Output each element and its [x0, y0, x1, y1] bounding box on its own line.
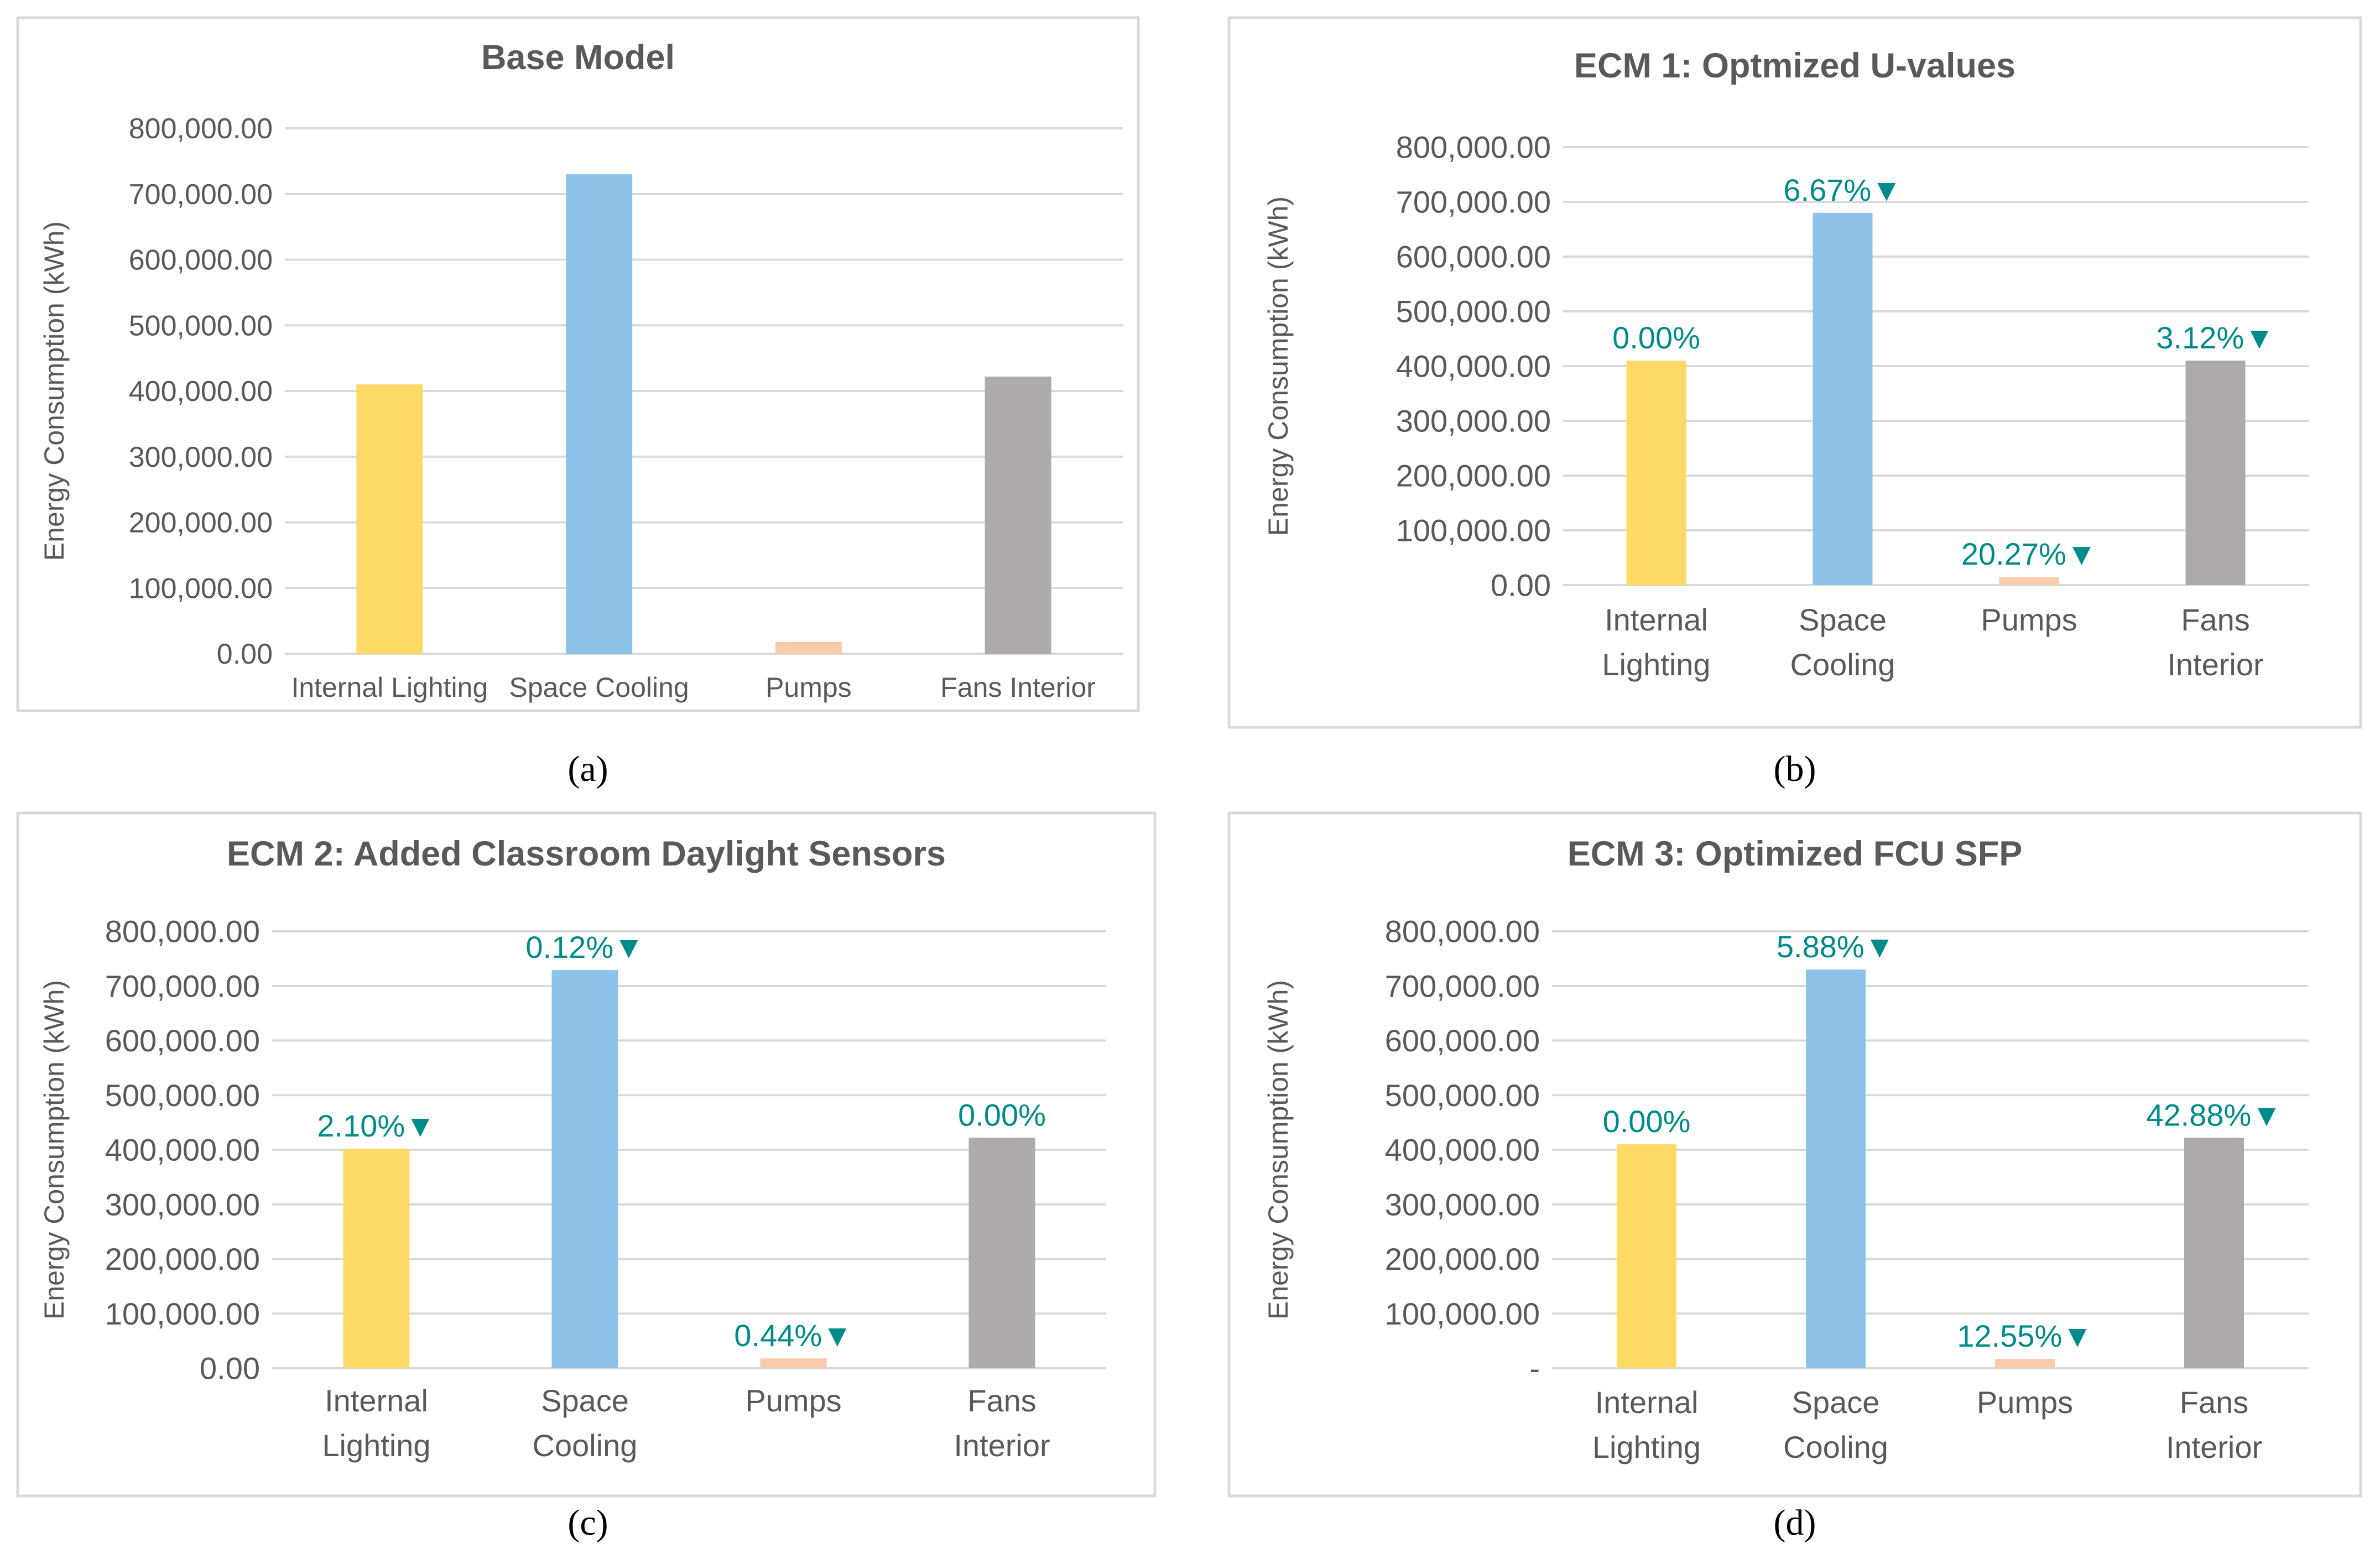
bar-fans-interior	[2184, 1138, 2244, 1368]
y-tick-label: 700,000.00	[105, 968, 260, 1003]
y-tick-label: 700,000.00	[1385, 968, 1540, 1003]
y-tick-label: 100,000.00	[129, 572, 273, 604]
y-tick-label: 700,000.00	[1396, 185, 1551, 220]
y-tick-label: -	[1529, 1351, 1540, 1386]
y-tick-label: 400,000.00	[1396, 349, 1551, 384]
chart-title: ECM 1: Optmized U-values	[1574, 46, 2016, 85]
y-tick-label: 400,000.00	[1385, 1133, 1540, 1167]
y-tick-label: 800,000.00	[129, 113, 273, 145]
y-axis-title: Energy Consumption (kWh)	[39, 980, 70, 1320]
y-tick-label: 500,000.00	[105, 1078, 260, 1113]
chart-title: Base Model	[481, 38, 675, 77]
data-label: 42.88%▼	[2146, 1097, 2282, 1132]
y-axis-title: Energy Consumption (kWh)	[1263, 980, 1294, 1320]
bar-pumps	[775, 642, 842, 654]
y-tick-label: 0.00	[200, 1351, 260, 1386]
data-label: 20.27%▼	[1961, 536, 2097, 571]
y-tick-label: 100,000.00	[105, 1296, 260, 1331]
data-label: 0.44%▼	[734, 1318, 852, 1353]
category-label: Fans Interior	[2167, 602, 2263, 682]
y-tick-label: 0.00	[217, 638, 273, 670]
y-tick-label: 200,000.00	[1385, 1242, 1540, 1276]
category-label: Pumps	[1977, 1385, 2073, 1420]
y-tick-label: 700,000.00	[129, 179, 273, 211]
bar-fans-interior	[968, 1138, 1035, 1368]
data-label: 3.12%▼	[2156, 320, 2274, 355]
y-axis-title: Energy Consumption (kWh)	[39, 221, 70, 561]
panel-caption: (a)	[567, 749, 608, 789]
category-label: Pumps	[745, 1383, 841, 1418]
y-tick-label: 800,000.00	[1396, 130, 1551, 165]
data-label: 5.88%▼	[1777, 929, 1895, 964]
chart-panel-4: ECM 3: Optimized FCU SFP - 100,000.00 200,0…	[1227, 811, 2362, 1498]
chart-panel-2: ECM 1: Optmized U-values 0.00 100,000.00 20…	[1227, 16, 2362, 729]
category-label: Internal Lighting	[322, 1383, 430, 1463]
y-tick-label: 300,000.00	[129, 441, 273, 473]
y-tick-label: 600,000.00	[1396, 239, 1551, 274]
y-tick-label: 300,000.00	[105, 1187, 260, 1222]
category-label: Internal Lighting	[291, 672, 488, 703]
bar-space-cooling	[1806, 969, 1866, 1368]
category-label: Internal Lighting	[1602, 602, 1710, 682]
y-tick-label: 600,000.00	[1385, 1023, 1540, 1058]
bar-internal-lighting	[1617, 1144, 1676, 1368]
bar-internal-lighting	[343, 1149, 410, 1368]
bar-internal-lighting	[1626, 361, 1686, 585]
bar-pumps	[1995, 1359, 2055, 1368]
y-tick-label: 800,000.00	[1385, 914, 1540, 949]
category-label: Space Cooling	[509, 672, 689, 703]
y-tick-label: 500,000.00	[1385, 1078, 1540, 1113]
category-label: Internal Lighting	[1592, 1385, 1701, 1464]
data-label: 0.00%	[958, 1097, 1046, 1132]
bar-space-cooling	[566, 174, 633, 654]
chart-title: ECM 2: Added Classroom Daylight Sensors	[227, 835, 946, 873]
category-label: Space Cooling	[533, 1383, 638, 1463]
category-label: Fans Interior	[2166, 1385, 2262, 1464]
chart-panel-3: ECM 2: Added Classroom Daylight Sensors 0…	[16, 811, 1157, 1498]
category-label: Space Cooling	[1790, 602, 1895, 682]
chart-panel-1: Base Model 0.00 100,000.00 200,000.00 300,00…	[16, 16, 1140, 712]
category-label: Fans Interior	[940, 672, 1096, 703]
y-tick-label: 400,000.00	[129, 376, 273, 408]
bar-space-cooling	[1813, 212, 1873, 585]
y-tick-label: 500,000.00	[1396, 294, 1551, 329]
chart-frame	[1227, 16, 2362, 729]
y-tick-label: 100,000.00	[1396, 513, 1551, 548]
y-tick-label: 500,000.00	[129, 310, 273, 342]
y-tick-label: 300,000.00	[1385, 1187, 1540, 1222]
y-tick-label: 600,000.00	[105, 1023, 260, 1058]
data-label: 0.12%▼	[525, 930, 644, 965]
bar-pumps	[760, 1358, 827, 1368]
y-tick-label: 800,000.00	[105, 914, 260, 949]
chart-title: ECM 3: Optimized FCU SFP	[1567, 835, 2023, 873]
data-label: 0.00%	[1603, 1104, 1691, 1139]
y-tick-label: 200,000.00	[129, 507, 273, 539]
category-label: Fans Interior	[954, 1383, 1050, 1463]
category-label: Space Cooling	[1783, 1385, 1888, 1464]
panel-caption: (b)	[1774, 749, 1816, 789]
panel-caption: (d)	[1774, 1503, 1816, 1543]
data-label: 0.00%	[1612, 320, 1700, 355]
y-tick-label: 0.00	[1491, 568, 1551, 603]
data-label: 6.67%▼	[1783, 173, 1902, 207]
category-label: Pumps	[765, 672, 852, 703]
data-label: 2.10%▼	[317, 1108, 435, 1143]
bar-fans-interior	[985, 376, 1051, 654]
y-tick-label: 400,000.00	[105, 1133, 260, 1167]
bar-internal-lighting	[356, 384, 423, 654]
y-tick-label: 300,000.00	[1396, 404, 1551, 439]
y-axis-title: Energy Consumption (kWh)	[1263, 196, 1294, 536]
data-label: 12.55%▼	[1957, 1318, 2092, 1353]
bar-pumps	[1999, 577, 2059, 585]
y-tick-label: 200,000.00	[1396, 458, 1551, 493]
panel-caption: (c)	[567, 1503, 608, 1543]
category-label: Pumps	[1981, 602, 2077, 637]
y-tick-label: 200,000.00	[105, 1242, 260, 1276]
bar-space-cooling	[551, 970, 618, 1368]
y-tick-label: 100,000.00	[1385, 1296, 1540, 1331]
y-tick-label: 600,000.00	[129, 244, 273, 277]
chart-frame	[1227, 811, 2362, 1498]
bar-fans-interior	[2185, 361, 2246, 585]
